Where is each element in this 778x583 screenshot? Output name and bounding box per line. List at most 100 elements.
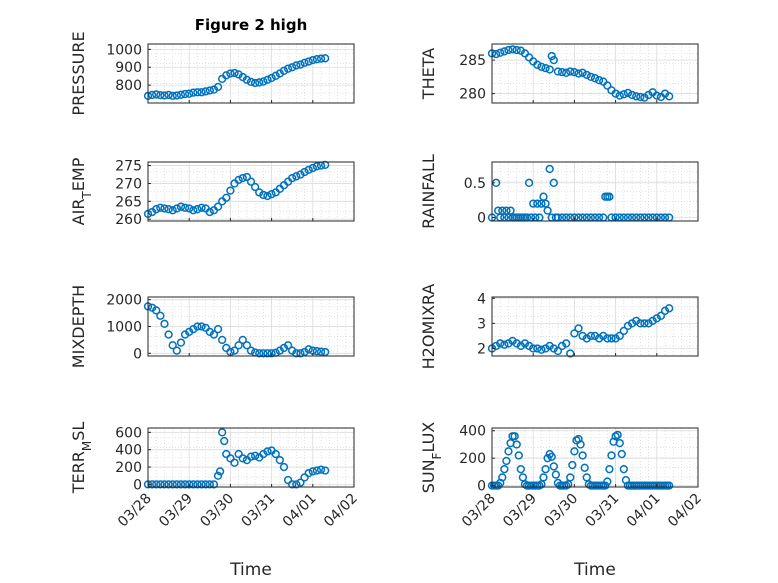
data-point (562, 68, 571, 77)
data-point (594, 334, 604, 343)
data-point (213, 202, 223, 211)
y-tick-label: 260 (115, 212, 142, 228)
data-point (283, 341, 293, 350)
y-tick-label: 280 (459, 87, 486, 103)
data-point (508, 45, 517, 54)
data-point (160, 480, 169, 489)
data-point (553, 67, 563, 76)
y-axis-label: H2OMIXRA (419, 284, 438, 370)
y-axis-label: PRESSURE (69, 31, 88, 115)
data-point (152, 205, 161, 214)
data-point (242, 172, 252, 182)
data-point (176, 90, 186, 99)
data-point (230, 458, 239, 467)
data-point (152, 480, 161, 489)
data-point (603, 81, 612, 90)
data-point (259, 190, 268, 200)
data-point (611, 334, 620, 343)
data-point (541, 465, 550, 474)
axes-box (491, 43, 699, 104)
data-point (152, 90, 161, 99)
data-point (209, 330, 219, 339)
y-tick-label: 3 (477, 316, 486, 332)
y-tick-label: 1000 (106, 320, 142, 336)
data-point (296, 478, 305, 487)
data-point (636, 92, 645, 102)
data-point (312, 347, 322, 356)
y-tick-label: 600 (115, 425, 142, 441)
y-tick-label: 285 (459, 53, 486, 69)
data-point (263, 349, 272, 358)
data-point (180, 89, 190, 99)
y-tick-label: 400 (115, 443, 142, 459)
data-point (164, 330, 173, 339)
data-point (300, 167, 309, 177)
data-point (580, 463, 589, 472)
data-point (172, 204, 181, 213)
subplot-grid: 800 900 1000 PRESSURE 280 285 THETA 260 265 27027… (69, 31, 705, 530)
data-point (189, 480, 198, 489)
data-point (193, 322, 202, 331)
data-point (238, 454, 247, 463)
data-point (615, 331, 624, 341)
data-point (590, 331, 600, 341)
data-point (615, 438, 624, 448)
data-point (491, 49, 501, 59)
data-point (176, 480, 186, 489)
data-point (603, 334, 612, 343)
data-point (250, 451, 260, 460)
data-point (168, 206, 177, 215)
data-point (160, 91, 169, 100)
data-point (226, 69, 235, 78)
data-point (586, 331, 596, 341)
data-point (246, 177, 256, 186)
data-point (218, 335, 227, 345)
data-point (545, 341, 554, 351)
data-point (498, 473, 507, 482)
data-point (296, 60, 305, 69)
axes-box (491, 427, 699, 488)
data-point (292, 349, 301, 358)
data-point (321, 466, 330, 475)
data-point (623, 88, 633, 98)
data-point (308, 55, 317, 65)
data-point (537, 345, 546, 354)
data-point (570, 447, 579, 456)
data-point (263, 75, 272, 84)
series-markers (487, 430, 674, 490)
data-point (537, 62, 546, 71)
data-point (665, 304, 674, 313)
data-point (283, 475, 293, 485)
data-point (551, 470, 561, 479)
data-point (288, 173, 297, 183)
data-point (607, 451, 616, 460)
data-point (267, 349, 276, 358)
series-markers (143, 160, 330, 218)
data-point (246, 346, 256, 355)
data-point (500, 465, 509, 474)
data-point (234, 341, 243, 350)
data-point (508, 336, 517, 346)
data-point (259, 77, 268, 86)
data-point (627, 90, 637, 100)
data-point (271, 449, 280, 459)
data-point (500, 340, 509, 349)
data-point (180, 480, 190, 489)
data-point (533, 344, 542, 353)
data-point (568, 460, 577, 470)
data-point (632, 316, 641, 326)
data-point (570, 329, 579, 338)
data-point (512, 339, 521, 348)
data-point (582, 70, 591, 79)
data-point (504, 45, 513, 55)
data-point (566, 67, 575, 76)
data-point (656, 311, 666, 320)
data-point (230, 68, 239, 78)
data-point (288, 63, 297, 72)
data-point (213, 471, 223, 480)
data-point (222, 449, 231, 459)
data-point (164, 480, 173, 489)
data-point (255, 188, 264, 197)
